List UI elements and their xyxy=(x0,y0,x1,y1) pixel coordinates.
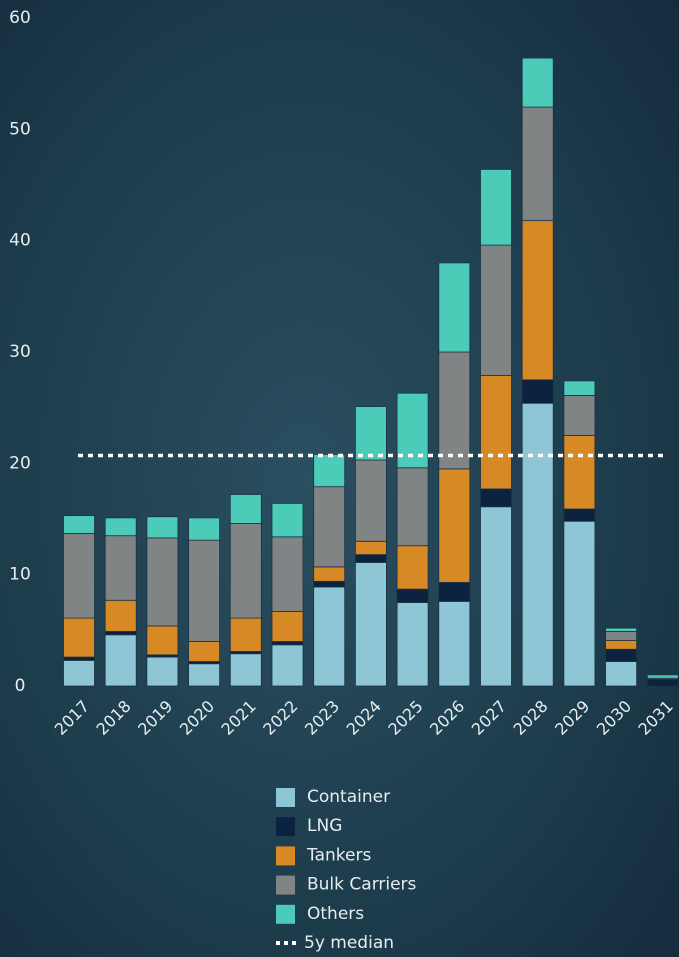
bar-segment xyxy=(564,381,595,395)
bar-segment xyxy=(564,521,595,686)
legend-label: Tankers xyxy=(306,845,371,865)
legend-label: 5y median xyxy=(304,933,394,953)
bar-segment xyxy=(397,589,428,602)
bar-segment xyxy=(314,454,345,486)
bar-segment xyxy=(439,263,470,352)
bar-segment xyxy=(189,540,220,641)
bar-segment xyxy=(314,487,345,567)
bar-segment xyxy=(272,503,303,536)
bar-segment xyxy=(230,523,261,618)
bar-segment xyxy=(64,618,95,657)
bar-segment xyxy=(397,546,428,589)
legend-swatch xyxy=(276,846,295,865)
legend-swatch xyxy=(276,876,295,895)
bar-segment xyxy=(147,626,178,655)
bar-segment xyxy=(314,581,345,587)
bar-segment xyxy=(606,628,637,631)
bar-segment xyxy=(606,649,637,661)
bar-segment xyxy=(272,537,303,612)
bar-segment xyxy=(272,645,303,686)
bar-segment xyxy=(314,567,345,581)
bar-segment xyxy=(64,660,95,686)
y-tick-label: 60 xyxy=(9,8,31,28)
legend-swatch xyxy=(276,788,295,807)
bar-segment xyxy=(481,489,512,507)
bar-segment xyxy=(64,657,95,660)
y-tick-label: 10 xyxy=(9,565,31,585)
bar-segment xyxy=(439,469,470,583)
chart: 0102030405060201720182019202020212022202… xyxy=(0,0,679,957)
legend-label: Container xyxy=(307,787,390,807)
bar-segment xyxy=(105,518,136,536)
bar-segment xyxy=(439,601,470,686)
bar-segment xyxy=(230,654,261,686)
bar-segment xyxy=(355,555,386,563)
bar-segment xyxy=(647,675,678,678)
bar-segment xyxy=(105,536,136,601)
bar-segment xyxy=(230,618,261,651)
bar-segment xyxy=(397,603,428,687)
bar-segment xyxy=(397,468,428,546)
bar-segment xyxy=(105,600,136,631)
bar-segment xyxy=(64,516,95,534)
bar-segment xyxy=(355,460,386,541)
bar-segment xyxy=(439,352,470,469)
bar-segment xyxy=(230,495,261,524)
bar-segment xyxy=(481,375,512,489)
bar-segment xyxy=(522,58,553,107)
bar-segment xyxy=(564,395,595,435)
bar-segment xyxy=(439,582,470,601)
legend-label: Others xyxy=(307,904,364,924)
bar-segment xyxy=(147,517,178,538)
y-tick-label: 50 xyxy=(9,119,31,139)
bar-segment xyxy=(606,631,637,640)
legend-swatch xyxy=(276,905,295,924)
y-tick-label: 40 xyxy=(9,231,31,251)
bar-segment xyxy=(189,641,220,661)
bar-segment xyxy=(564,436,595,509)
bar-segment xyxy=(522,107,553,221)
bar-segment xyxy=(522,380,553,403)
bar-segment xyxy=(606,640,637,649)
bar-segment xyxy=(272,611,303,641)
bar-segment xyxy=(522,221,553,380)
bar-segment xyxy=(272,641,303,644)
bar-segment xyxy=(355,562,386,686)
bar-segment xyxy=(355,541,386,554)
bar-segment xyxy=(147,657,178,686)
bar-segment xyxy=(189,518,220,540)
bar-segment xyxy=(314,587,345,686)
legend-label: LNG xyxy=(307,816,342,836)
bar-segment xyxy=(481,507,512,686)
y-tick-label: 0 xyxy=(15,676,26,696)
bar-segment xyxy=(564,509,595,521)
bar-segment xyxy=(105,631,136,634)
legend-label: Bulk Carriers xyxy=(307,875,417,895)
bar-segment xyxy=(355,407,386,460)
bar-segment xyxy=(647,679,678,686)
bar-segment xyxy=(522,403,553,686)
bar-segment xyxy=(105,635,136,686)
bar-segment xyxy=(189,664,220,686)
y-tick-label: 30 xyxy=(9,342,31,362)
bar-segment xyxy=(606,662,637,686)
y-tick-label: 20 xyxy=(9,453,31,473)
bar-segment xyxy=(147,538,178,626)
bar-segment xyxy=(481,169,512,245)
bar-segment xyxy=(64,533,95,618)
legend-swatch xyxy=(276,817,295,836)
bar-segment xyxy=(481,245,512,375)
